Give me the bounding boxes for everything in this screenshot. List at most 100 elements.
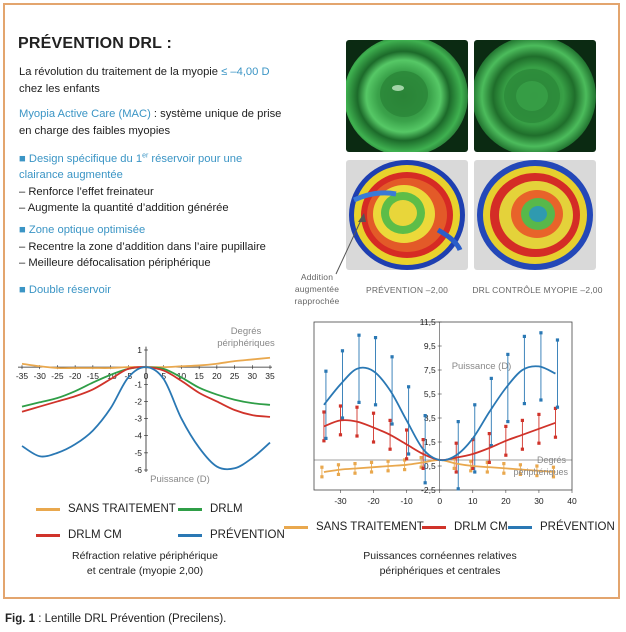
data-point-marker xyxy=(338,433,343,437)
legend-swatch xyxy=(284,525,308,529)
annotation-line-3: rapprochée xyxy=(294,296,340,306)
data-point-marker xyxy=(388,418,392,422)
chart1-caption-line-2: et centrale (myopie 2,00) xyxy=(86,565,204,577)
x-tick-label: -15 xyxy=(87,371,100,381)
data-point-marker xyxy=(551,465,556,469)
y-tick-label: -3 xyxy=(134,414,142,424)
data-point-marker xyxy=(456,420,460,424)
data-point-marker xyxy=(373,403,378,407)
legend2-sans-traitement: SANS TRAITEMENT xyxy=(284,521,424,533)
intro-highlight: ≤ –4,00 D xyxy=(221,66,270,78)
annotation-line-2: augmentée xyxy=(294,284,340,294)
feature-1-heading-a: Design spécifique du 1 xyxy=(28,152,143,165)
legend-drlm: DRLM xyxy=(178,503,243,515)
x-tick-label: 10 xyxy=(468,496,478,506)
data-point-marker xyxy=(537,412,541,416)
data-point-marker xyxy=(355,434,359,438)
data-point-marker xyxy=(340,416,345,420)
data-point-marker xyxy=(353,462,357,466)
x-tick-label: -20 xyxy=(69,371,82,381)
x-tick-label: 40 xyxy=(567,496,577,506)
x-tick-label: -35 xyxy=(16,371,29,381)
data-point-marker xyxy=(340,349,345,353)
data-point-marker xyxy=(504,424,508,428)
legend2-prevention: PRÉVENTION xyxy=(508,521,615,533)
topography-map-control xyxy=(474,160,596,270)
data-point-marker xyxy=(336,472,341,476)
x-tick-label: -10 xyxy=(400,496,413,506)
data-point-marker xyxy=(390,355,394,359)
series-line-prévention xyxy=(21,366,271,471)
legend-label: SANS TRAITEMENT xyxy=(68,503,176,515)
chart2-caption-line-1: Puissances cornéennes relatives xyxy=(363,550,517,562)
data-point-marker xyxy=(485,470,489,474)
data-point-marker xyxy=(551,475,556,479)
x-tick-label: 15 xyxy=(194,371,204,381)
legend-label: DRLM xyxy=(210,503,243,515)
legend-swatch xyxy=(36,507,60,511)
data-point-marker xyxy=(369,470,374,474)
figure-frame xyxy=(3,3,620,599)
chart-refraction: -35 -30 -25 -20 -15 -10 -5 0 5 10 15 20 25 30 35 1 -1 -2 -… xyxy=(16,326,275,485)
data-point-marker xyxy=(553,435,558,439)
y-tick-label: -2 xyxy=(134,396,142,406)
data-point-marker xyxy=(469,459,473,463)
x-axis-label-line-1: Degrés xyxy=(537,455,567,465)
x-tick-label: 0 xyxy=(144,371,149,381)
chart2-caption: Puissances cornéennes relatives périphér… xyxy=(325,549,555,579)
annotation-label: Addition augmentée rapprochée xyxy=(290,271,344,307)
data-point-marker xyxy=(357,333,361,337)
data-point-marker xyxy=(324,436,328,440)
data-point-marker xyxy=(369,460,374,464)
data-point-marker xyxy=(403,468,407,472)
legend-swatch xyxy=(422,525,446,529)
data-point-marker xyxy=(403,458,407,462)
figure-label: Fig. 1 xyxy=(5,613,36,625)
intro-text: La révolution du traitement de la myopie… xyxy=(19,64,319,97)
y-tick-label: 1 xyxy=(137,345,142,355)
chart2-caption-line-2: périphériques et centrales xyxy=(379,565,501,577)
x-axis-label-line-2: périphériques xyxy=(513,467,568,477)
data-point-marker xyxy=(537,441,541,445)
x-tick-label: -20 xyxy=(367,496,380,506)
topography-map-prevention xyxy=(346,160,468,270)
data-point-marker xyxy=(487,460,491,464)
y-tick-label: -1 xyxy=(134,379,142,389)
x-axis-label-line-1: Degrés xyxy=(231,326,262,337)
data-point-marker xyxy=(555,338,560,342)
intro-text-b: chez les enfants xyxy=(19,82,100,95)
bullet-icon: ■ xyxy=(19,152,26,165)
data-point-marker xyxy=(489,444,493,448)
data-point-marker xyxy=(454,441,458,445)
data-point-marker xyxy=(322,410,326,414)
data-point-marker xyxy=(390,422,394,426)
legend-label: DRLM CM xyxy=(68,529,122,541)
legend2-drlm-cm: DRLM CM xyxy=(422,521,508,533)
legend-swatch xyxy=(178,507,202,511)
legend-sans-traitement: SANS TRAITEMENT xyxy=(36,503,176,515)
legend-label: PRÉVENTION xyxy=(210,529,285,541)
y-tick-label: 1,5 xyxy=(424,437,436,447)
y-axis-label: Puissance (D) xyxy=(150,474,210,485)
feature-1-heading-b: réservoir pour une xyxy=(148,152,243,165)
x-tick-label: 30 xyxy=(534,496,544,506)
legend-label: DRLM CM xyxy=(454,521,508,533)
legend-swatch xyxy=(508,525,532,529)
legend-label: SANS TRAITEMENT xyxy=(316,521,424,533)
y-tick-label: -2,5 xyxy=(421,485,436,495)
legend-swatch xyxy=(36,533,60,537)
x-tick-label: 5 xyxy=(161,371,166,381)
feature-3-heading: Double réservoir xyxy=(28,284,111,296)
data-point-marker xyxy=(357,400,361,404)
image-caption-left: PRÉVENTION –2,00 xyxy=(365,285,449,295)
feature-2: ■ Zone optique optimisée – Recentre la z… xyxy=(19,222,319,272)
x-tick-label: 10 xyxy=(177,371,187,381)
bullet-icon: ■ xyxy=(19,284,26,296)
data-point-marker xyxy=(485,460,489,464)
y-tick-label: 9,5 xyxy=(424,341,436,351)
image-caption-right: DRL CONTRÔLE MYOPIE –2,00 xyxy=(472,285,603,295)
data-point-marker xyxy=(522,334,526,338)
x-axis-label-line-2: périphériques xyxy=(217,338,275,349)
data-point-marker xyxy=(336,463,341,467)
y-tick-label: 5,5 xyxy=(424,389,436,399)
